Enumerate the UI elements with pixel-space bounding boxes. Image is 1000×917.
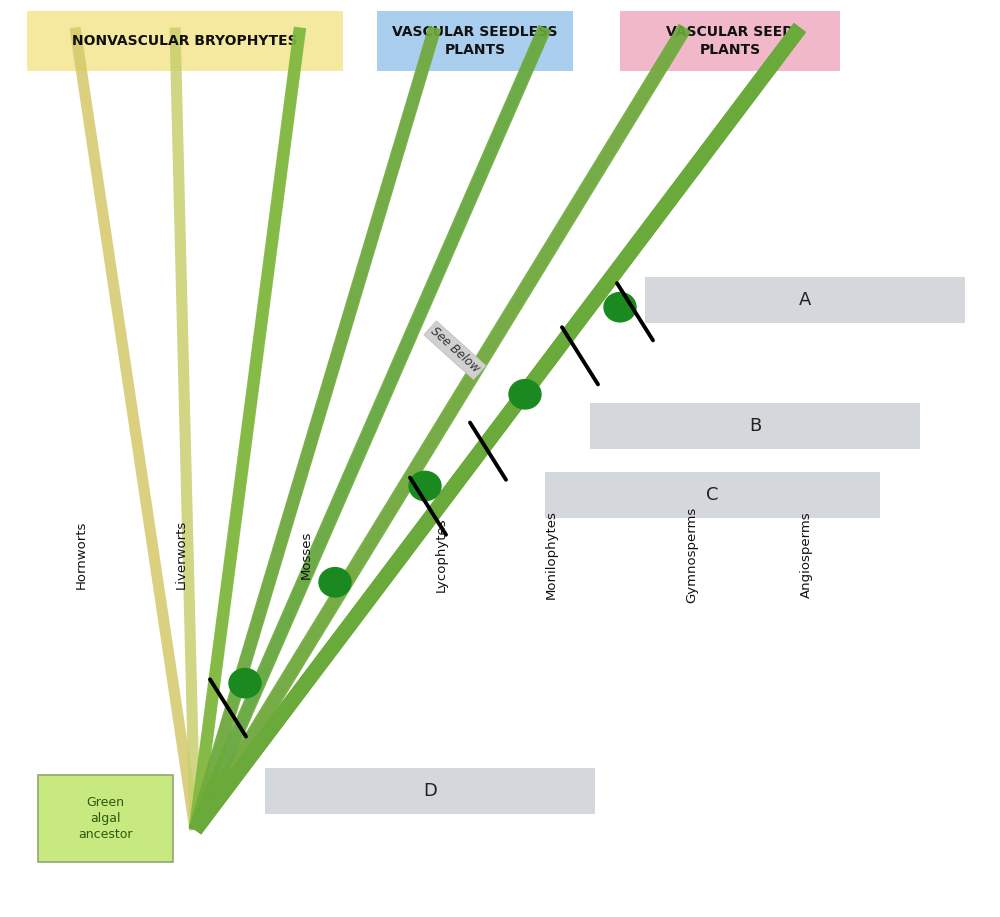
Text: Lycophytes: Lycophytes (435, 517, 448, 592)
FancyBboxPatch shape (645, 277, 965, 323)
FancyBboxPatch shape (590, 403, 920, 449)
Text: Angiosperms: Angiosperms (800, 512, 813, 598)
Text: VASCULAR SEEDLESS
PLANTS: VASCULAR SEEDLESS PLANTS (392, 26, 558, 57)
Text: NONVASCULAR BRYOPHYTES: NONVASCULAR BRYOPHYTES (72, 34, 298, 49)
Circle shape (604, 293, 636, 322)
Text: Gymnosperms: Gymnosperms (685, 507, 698, 602)
Text: Liverworts: Liverworts (175, 520, 188, 590)
Text: Monilophytes: Monilophytes (545, 511, 558, 599)
FancyBboxPatch shape (545, 472, 880, 518)
FancyBboxPatch shape (265, 768, 595, 814)
FancyBboxPatch shape (620, 11, 840, 71)
Text: VASCULAR SEED
PLANTS: VASCULAR SEED PLANTS (666, 26, 794, 57)
FancyBboxPatch shape (377, 11, 572, 71)
Text: Hornworts: Hornworts (75, 521, 88, 589)
Text: Mosses: Mosses (300, 531, 313, 579)
Text: See Below: See Below (428, 325, 482, 376)
Text: D: D (423, 782, 437, 801)
Text: C: C (706, 486, 719, 504)
Text: Green
algal
ancestor: Green algal ancestor (78, 796, 133, 841)
Circle shape (509, 380, 541, 409)
FancyBboxPatch shape (38, 775, 173, 862)
Circle shape (409, 471, 441, 501)
Text: B: B (749, 417, 761, 436)
Circle shape (229, 668, 261, 698)
Circle shape (319, 568, 351, 597)
Text: A: A (799, 291, 811, 309)
FancyBboxPatch shape (27, 11, 342, 71)
